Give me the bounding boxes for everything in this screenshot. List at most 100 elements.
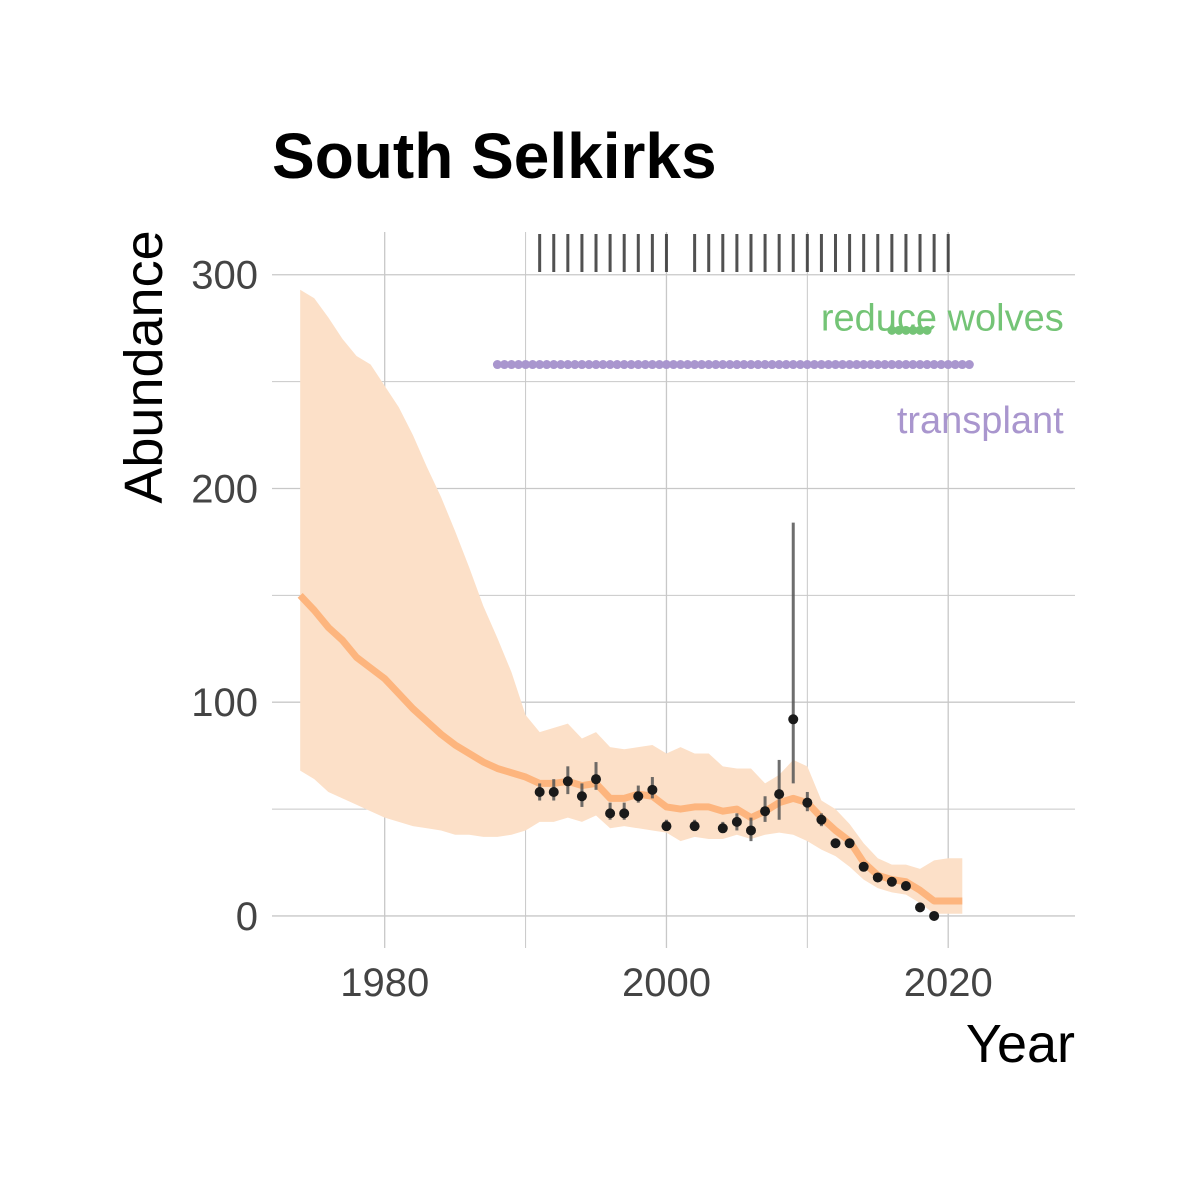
transplant-dot [746,360,756,370]
estimate-point [562,776,573,787]
transplant-dot [499,360,509,370]
transplant-dot [697,360,707,370]
y-tick-label: 100 [191,681,258,725]
estimate-point [788,714,799,725]
transplant-dot [725,360,735,370]
transplant-dot [809,360,819,370]
reduce-wolves-dot [901,325,911,335]
estimate-point [647,784,658,795]
transplant-dot [964,360,974,370]
x-tick-label: 2020 [904,961,993,1005]
transplant-dot [640,360,650,370]
transplant-dot [732,360,742,370]
transplant-dot [894,360,904,370]
reduce-wolves-dot [887,325,897,335]
transplant-dot [654,360,664,370]
y-tick-label: 200 [191,467,258,511]
estimate-point [689,821,700,832]
estimate-point [915,902,926,913]
estimate-point [830,838,841,849]
transplant-dot [669,360,678,370]
credible-interval-layer [300,289,963,914]
transplant-dot [788,360,798,370]
transplant-dot [676,360,686,370]
x-axis-title: Year [966,1014,1075,1074]
y-tick-label: 0 [236,895,258,939]
estimate-point [661,821,672,832]
transplant-dot [683,360,693,370]
estimate-point [605,808,616,819]
transplant-dot [760,360,770,370]
transplant-dot [936,360,946,370]
estimate-point [548,786,559,797]
estimate-point [802,797,813,808]
transplant-dot [908,360,918,370]
transplant-dot [563,360,573,370]
credible-interval-band [300,289,963,914]
transplant-dot [831,360,841,370]
reduce-wolves-label: reduce wolves [821,297,1064,339]
estimate-point [929,910,940,921]
transplant-dot [943,360,953,370]
transplant-dot [605,360,615,370]
reduce-wolves-dot [894,325,904,335]
reduce-wolves-dot [908,325,918,335]
transplant-dot [950,360,960,370]
transplant-dot [774,360,784,370]
transplant-dot [718,360,728,370]
transplant-dot [901,360,911,370]
estimate-point [760,806,771,817]
transplant-dot [506,360,516,370]
transplant-dot [845,360,855,370]
transplant-dot [577,360,587,370]
estimate-point [534,786,545,797]
transplant-dot [753,360,763,370]
transplant-dot [549,360,559,370]
transplant-dot [598,360,608,370]
transplant-dot [767,360,777,370]
estimate-point [872,872,883,883]
estimate-point [619,808,630,819]
tick-labels: 1980 2000 2020 0 100 200 300 [191,254,992,1005]
transplant-dot [957,360,967,370]
transplant-dot [647,360,657,370]
transplant-dot [570,360,580,370]
transplant-dot [626,360,636,370]
reduce-wolves-dot [915,325,925,335]
transplant-dot [859,360,869,370]
y-axis-title: Abundance [114,230,174,503]
transplant-dot [661,360,671,370]
estimate-point [844,838,855,849]
transplant-dot [584,360,594,370]
transplant-dot [915,360,925,370]
estimate-point [717,823,728,834]
reduce-wolves-dot [922,325,932,335]
estimate-point [576,791,587,802]
transplant-dot [887,360,897,370]
transplant-dot [739,360,749,370]
estimate-point [886,876,897,887]
transplant-dot [556,360,566,370]
chart-title: South Selkirks [272,120,717,192]
transplant-dot [535,360,545,370]
estimate-point [816,814,827,825]
transplant-dot [781,360,791,370]
transplant-dot [880,360,890,370]
estimate-point [858,861,869,872]
survey-rug [538,234,950,272]
transplant-dot [704,360,714,370]
transplant-dot [521,360,531,370]
transplant-dot [802,360,812,370]
transplant-label: transplant [897,400,1064,442]
transplant-dot [838,360,848,370]
estimate-point [731,816,742,827]
estimate-point [591,774,602,785]
transplant-dot [612,360,622,370]
estimate-point [633,791,644,802]
transplant-dot [591,360,601,370]
transplant-dot [866,360,876,370]
estimate-point [745,825,756,836]
transplant-dot [542,360,552,370]
treatment-layer: reduce wolves transplant [492,297,1064,442]
transplant-dot [492,360,502,370]
